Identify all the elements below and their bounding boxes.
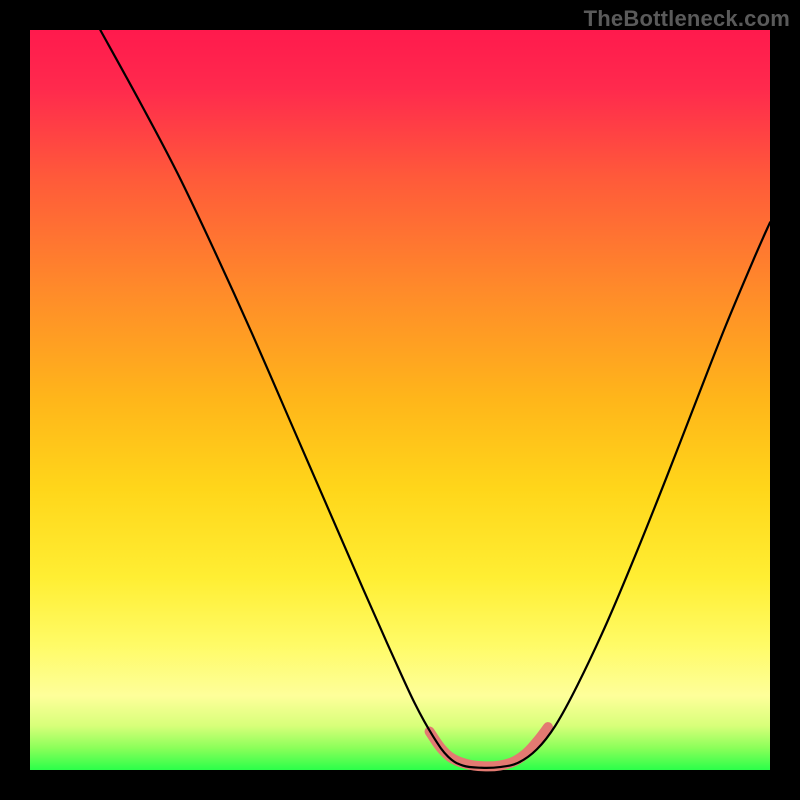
bottleneck-chart: [0, 0, 800, 800]
watermark-text: TheBottleneck.com: [584, 6, 790, 32]
gradient-background: [30, 30, 770, 770]
chart-stage: TheBottleneck.com: [0, 0, 800, 800]
